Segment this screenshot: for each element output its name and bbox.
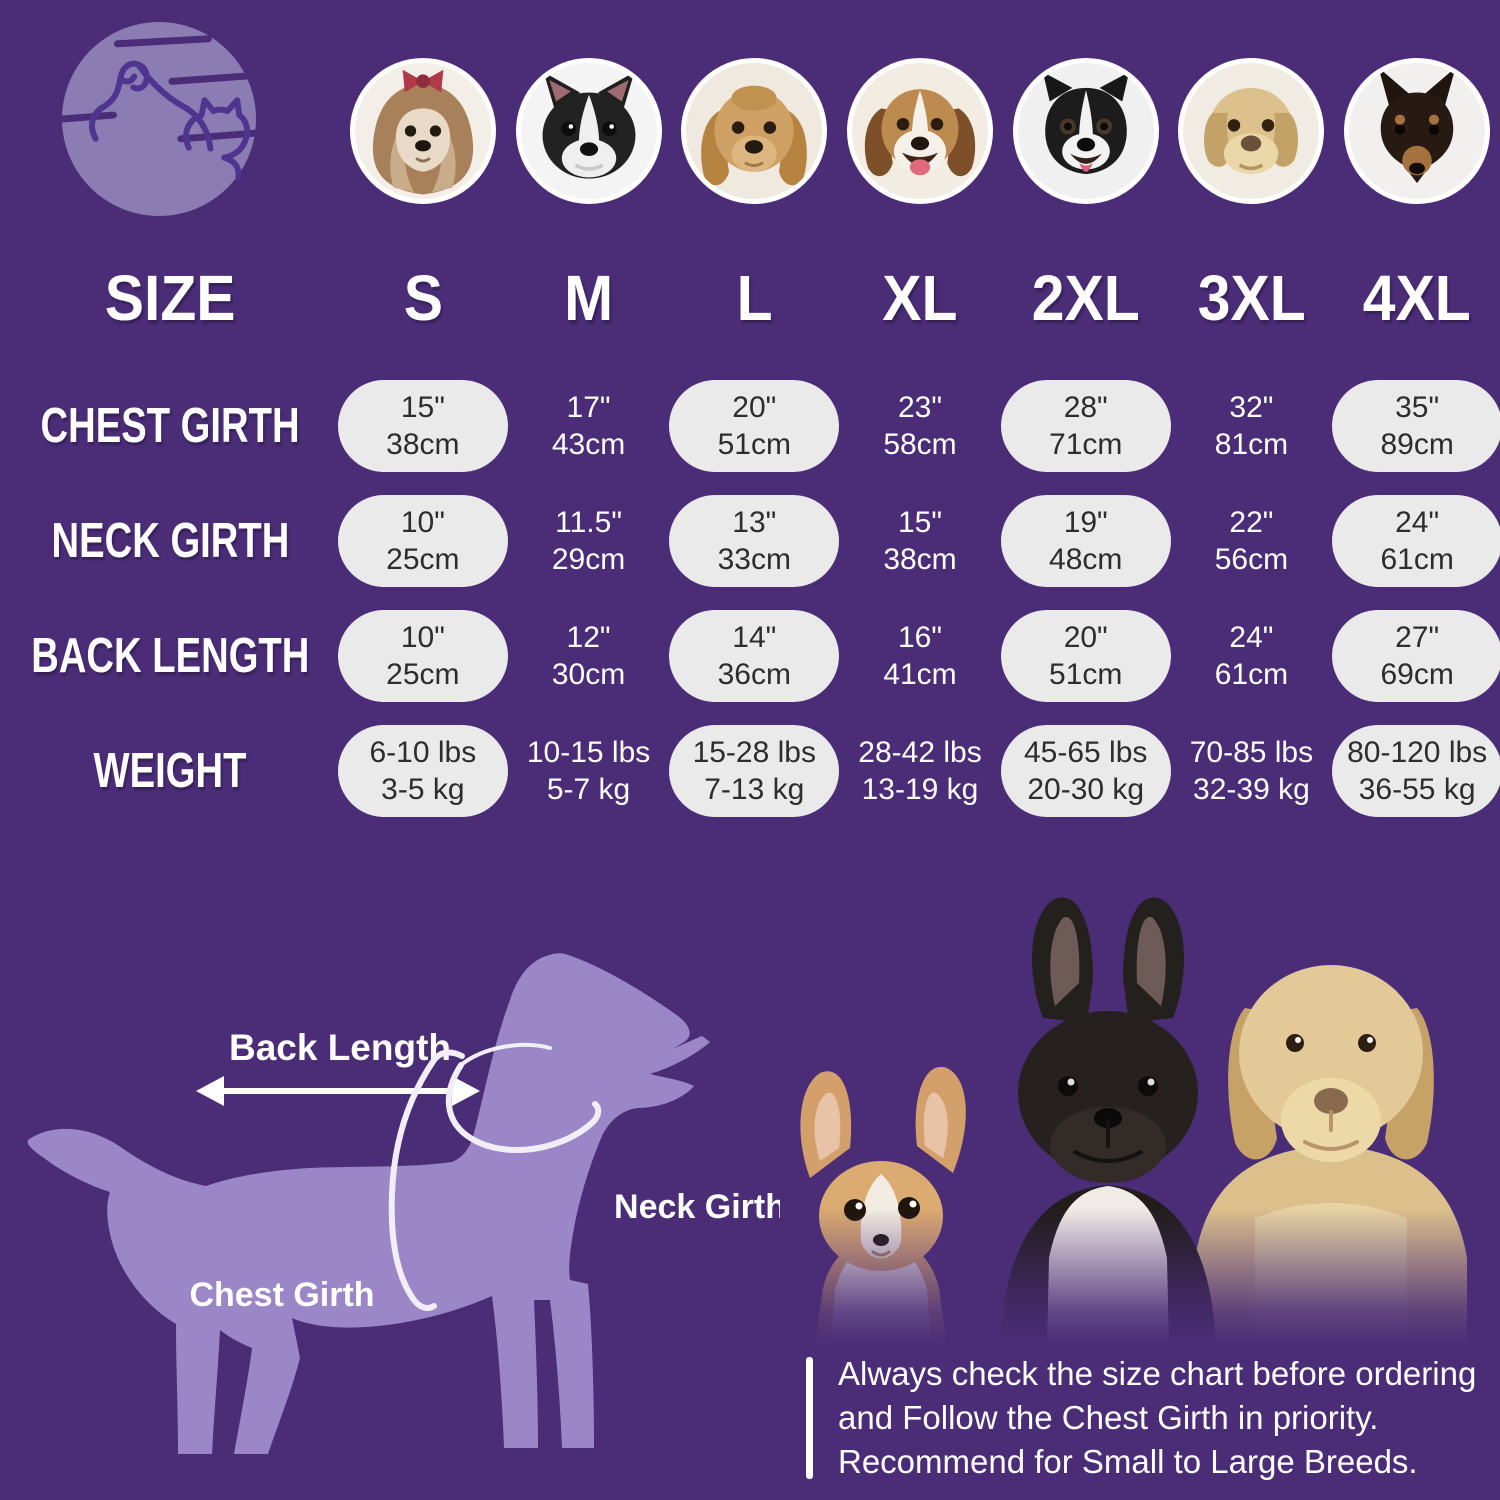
size-value-cell: 22" 56cm [1214,506,1289,576]
size-value-cell: 15" 38cm [883,506,957,576]
dog-silhouette [27,953,711,1454]
size-value-cell: 13" 33cm [669,495,840,587]
size-value-cell: 45-65 lbs 20-30 kg [1000,725,1171,817]
size-value-cell: 15" 38cm [338,380,508,472]
note-block: Always check the size chart before order… [806,1352,1476,1484]
size-value-cell: 70-85 lbs 32-39 kg [1189,736,1314,806]
size-value-cell: 12" 30cm [551,621,626,691]
neck-girth-line-top [459,1042,552,1067]
dog-photo-boston-terrier-icon [515,58,662,204]
size-value-cell: 20" 51cm [1000,610,1171,702]
size-header-row: SIZE S M L XL 2XL 3XL 4XL [0,254,1500,342]
size-value-cell: 16" 41cm [883,621,957,691]
size-value-cell: 32" 81cm [1214,391,1289,461]
size-value-cell: 15-28 lbs 7-13 kg [669,725,840,817]
size-column-header-3xl: 3XL [1197,262,1306,334]
size-value-cell: 28" 71cm [1000,380,1171,472]
size-value-cell: 17" 43cm [551,391,626,461]
size-value-cell: 14" 36cm [669,610,840,702]
size-value-cell: 23" 58cm [883,391,957,461]
size-column-header-2xl: 2XL [1031,262,1140,334]
size-value-cell: 80-120 lbs 36-55 kg [1332,725,1500,817]
dog-photo-doberman-icon [1344,58,1491,204]
size-column-header-l: L [736,262,773,334]
row-label-chest-girth: CHEST GIRTH [40,399,300,453]
size-value-cell: 10" 25cm [338,495,508,587]
row-label-weight: WEIGHT [93,744,247,798]
row-label-neck-girth: NECK GIRTH [51,514,289,568]
note-text: Always check the size chart before order… [838,1352,1476,1484]
dog-photo-labrador-icon [1178,58,1325,204]
dog-photo-border-collie-icon [1012,58,1159,204]
size-value-cell: 11.5" 29cm [551,506,626,576]
note-accent-bar [806,1357,813,1479]
back-length-arrow [196,1076,480,1106]
note-line: Recommend for Small to Large Breeds. [838,1443,1418,1480]
size-value-cell: 28-42 lbs 13-19 kg [858,736,982,806]
dog-cat-logo-icon [58,20,263,218]
size-value-cell: 24" 61cm [1332,495,1500,587]
size-value-cell: 35" 89cm [1332,380,1500,472]
size-value-cell: 6-10 lbs 3-5 kg [338,725,508,817]
table-row-weight: WEIGHT 6-10 lbs 3-5 kg 10-15 lbs 5-7 kg 15… [0,725,1500,817]
table-row-neck-girth: NECK GIRTH 10" 25cm 11.5" 29cm 13" 33cm 15"… [0,495,1500,587]
note-line: Always check the size chart before order… [838,1355,1477,1392]
size-column-header-4xl: 4XL [1363,262,1472,334]
dog-photo-cocker-spaniel-icon [681,58,828,204]
dog-photo-beagle-icon [846,58,993,204]
dog-photo-shih-tzu-icon [349,58,496,204]
size-value-cell: 27" 69cm [1332,610,1500,702]
three-dogs-photo [775,858,1500,1345]
size-header-title: SIZE [104,262,236,334]
table-row-chest-girth: CHEST GIRTH 15" 38cm 17" 43cm 20" 51cm 23" 5… [0,380,1500,472]
neck-girth-line [445,1062,602,1153]
spacer [0,56,340,206]
size-value-cell: 10" 25cm [338,610,508,702]
size-column-header-m: M [564,262,614,334]
size-column-header-xl: XL [882,262,958,334]
neck-girth-label: Neck Girth [614,1188,780,1226]
note-line: and Follow the Chest Girth in priority. [838,1399,1379,1436]
chest-girth-line [388,1049,465,1311]
size-value-cell: 24" 61cm [1214,621,1289,691]
size-column-header-s: S [403,262,443,334]
dog-measurement-diagram: Back Length Neck Girth Chest Girth [10,928,780,1493]
size-value-cell: 10-15 lbs 5-7 kg [526,736,651,806]
table-row-back-length: BACK LENGTH 10" 25cm 12" 30cm 14" 36cm 16" 4… [0,610,1500,702]
size-value-cell: 19" 48cm [1000,495,1171,587]
breed-photo-row [0,56,1500,206]
back-length-label: Back Length [229,1027,451,1068]
row-label-back-length: BACK LENGTH [30,629,310,683]
size-value-cell: 20" 51cm [669,380,840,472]
chest-girth-label: Chest Girth [189,1276,374,1314]
photo-fade-overlay [775,1208,1500,1345]
